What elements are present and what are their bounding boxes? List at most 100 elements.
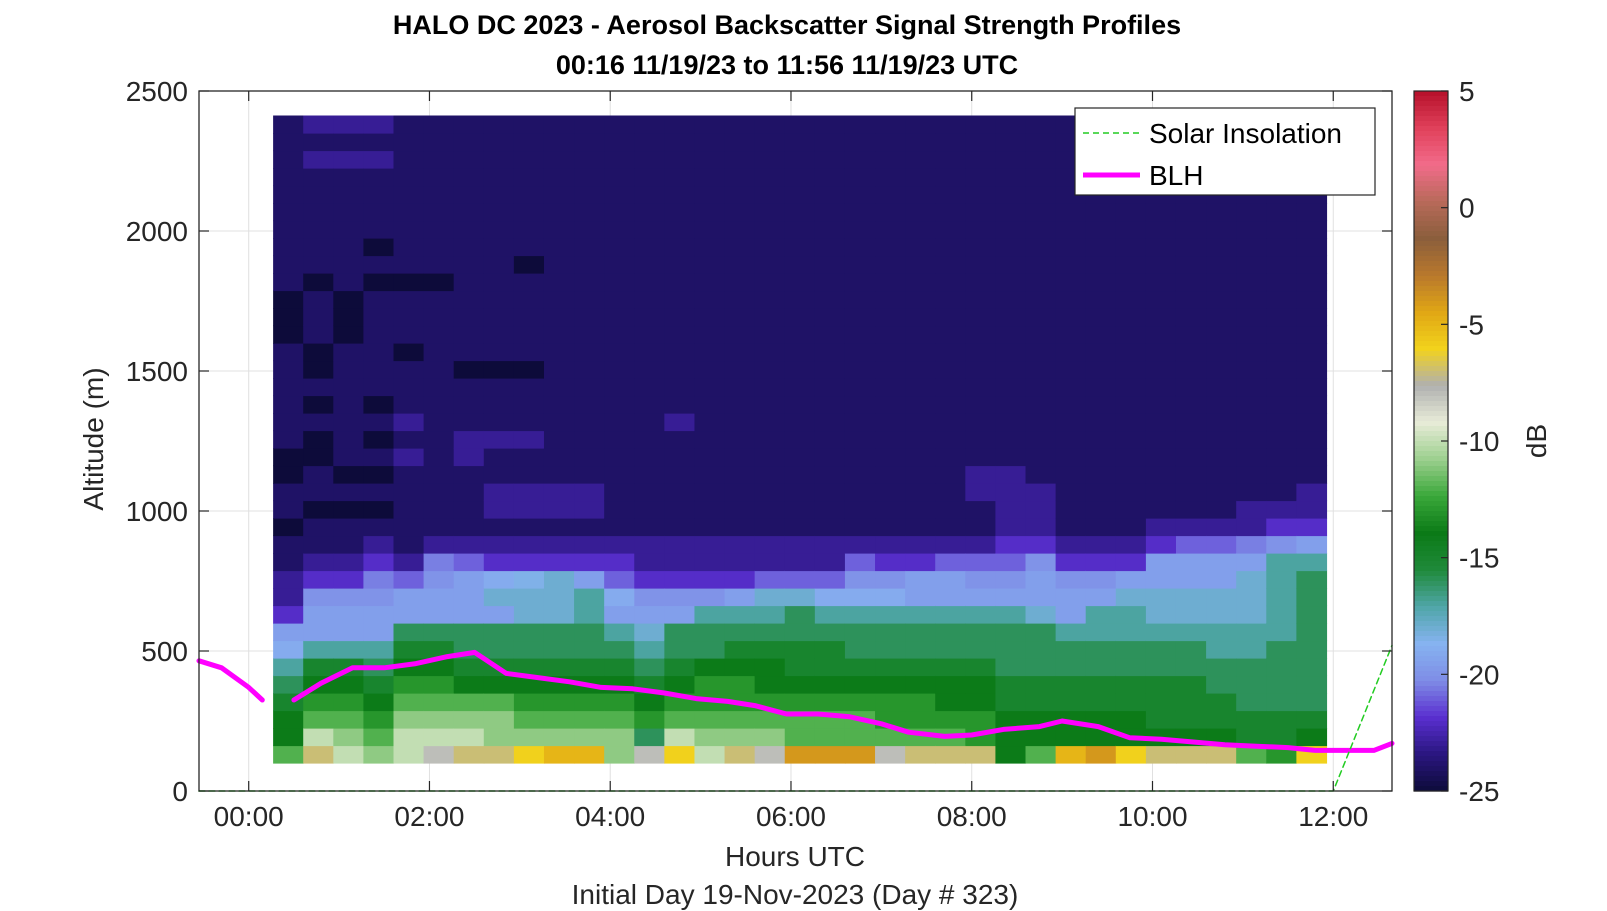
heatmap-cell (574, 343, 605, 362)
heatmap-cell (273, 220, 304, 239)
heatmap-cell (724, 588, 756, 607)
heatmap-cell (694, 185, 726, 204)
heatmap-cell (1025, 203, 1057, 222)
heatmap-cell (995, 605, 1027, 624)
heatmap-cell (1296, 203, 1328, 222)
heatmap-cell (1085, 290, 1117, 309)
heatmap-cell (423, 500, 455, 519)
heatmap-cell (543, 133, 575, 152)
heatmap-cell (1085, 570, 1117, 589)
heatmap-cell (814, 255, 846, 274)
heatmap-cell (724, 395, 756, 414)
heatmap-cell (1055, 535, 1087, 554)
heatmap-cell (694, 343, 726, 362)
heatmap-cell (814, 693, 846, 712)
heatmap-cell (303, 115, 334, 134)
heatmap-cell (634, 220, 665, 239)
heatmap-cell (1236, 430, 1267, 449)
heatmap-cell (1206, 588, 1237, 607)
heatmap-cell (935, 290, 966, 309)
heatmap-cell (844, 325, 876, 344)
heatmap-cell (694, 448, 726, 467)
heatmap-cell (423, 150, 455, 169)
heatmap (273, 115, 1328, 764)
colorbar-band (1414, 556, 1448, 562)
heatmap-cell (393, 220, 425, 239)
heatmap-cell (1115, 238, 1147, 257)
heatmap-cell (844, 483, 876, 502)
heatmap-cell (273, 115, 304, 134)
heatmap-cell (814, 168, 846, 187)
heatmap-cell (423, 430, 455, 449)
heatmap-cell (1115, 325, 1147, 344)
heatmap-cell (1206, 640, 1237, 659)
heatmap-cell (1145, 395, 1177, 414)
heatmap-cell (333, 185, 364, 204)
heatmap-cell (574, 413, 605, 432)
colorbar-band (1414, 236, 1448, 242)
heatmap-cell (1266, 675, 1297, 694)
heatmap-cell (1025, 588, 1057, 607)
heatmap-cell (333, 203, 364, 222)
heatmap-cell (694, 640, 726, 659)
heatmap-cell (875, 623, 906, 642)
heatmap-cell (664, 308, 696, 327)
heatmap-cell (995, 133, 1027, 152)
heatmap-cell (754, 203, 786, 222)
heatmap-cell (453, 430, 485, 449)
heatmap-cell (754, 255, 786, 274)
x-tick-label: 08:00 (937, 801, 1007, 832)
heatmap-cell (1206, 360, 1237, 379)
heatmap-cell (1025, 483, 1057, 502)
heatmap-cell (543, 745, 575, 764)
heatmap-cell (1115, 360, 1147, 379)
heatmap-cell (875, 150, 906, 169)
heatmap-cell (784, 378, 816, 397)
heatmap-cell (1055, 430, 1087, 449)
heatmap-cell (303, 238, 334, 257)
heatmap-cell (453, 255, 485, 274)
heatmap-cell (1145, 535, 1177, 554)
colorbar-band (1414, 781, 1448, 787)
heatmap-cell (1145, 413, 1177, 432)
heatmap-cell (543, 343, 575, 362)
heatmap-cell (1055, 623, 1087, 642)
heatmap-cell (935, 535, 966, 554)
heatmap-cell (935, 115, 966, 134)
heatmap-cell (1055, 588, 1087, 607)
heatmap-cell (1085, 255, 1117, 274)
heatmap-cell (363, 413, 395, 432)
heatmap-cell (393, 570, 425, 589)
colorbar-tick-label: -25 (1459, 776, 1499, 807)
colorbar-band (1414, 611, 1448, 617)
heatmap-cell (423, 710, 455, 729)
heatmap-cell (634, 535, 665, 554)
heatmap-cell (1025, 220, 1057, 239)
heatmap-cell (935, 413, 966, 432)
heatmap-cell (393, 378, 425, 397)
colorbar-band (1414, 706, 1448, 712)
heatmap-cell (754, 623, 786, 642)
heatmap-cell (965, 640, 997, 659)
heatmap-cell (273, 343, 304, 362)
heatmap-cell (1296, 308, 1328, 327)
colorbar-band (1414, 686, 1448, 692)
heatmap-cell (1206, 325, 1237, 344)
heatmap-cell (1296, 728, 1328, 747)
heatmap-cell (483, 378, 515, 397)
heatmap-cell (634, 185, 665, 204)
heatmap-cell (965, 168, 997, 187)
heatmap-cell (1025, 728, 1057, 747)
colorbar-band (1414, 126, 1448, 132)
colorbar-band (1414, 421, 1448, 427)
legend-label-solar-insolation: Solar Insolation (1149, 118, 1342, 149)
heatmap-cell (574, 483, 605, 502)
heatmap-cell (1085, 343, 1117, 362)
heatmap-cell (784, 605, 816, 624)
heatmap-cell (604, 273, 635, 292)
heatmap-cell (483, 553, 515, 572)
heatmap-cell (604, 133, 635, 152)
colorbar-band (1414, 186, 1448, 192)
heatmap-cell (1115, 535, 1147, 554)
heatmap-cell (363, 710, 395, 729)
